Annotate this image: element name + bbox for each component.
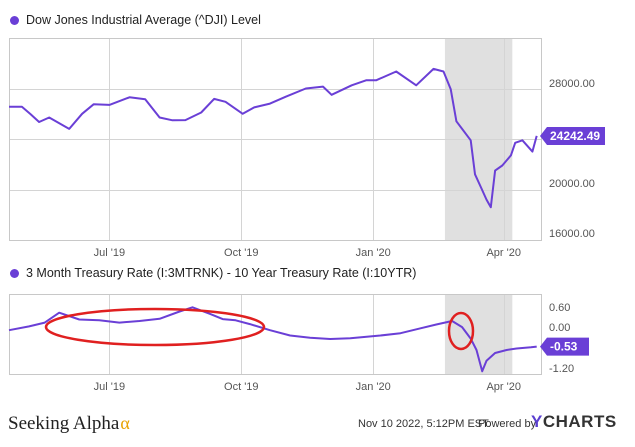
spread-y-tick-label: -1.20 [549, 363, 574, 375]
legend-dji: Dow Jones Industrial Average (^DJI) Leve… [10, 13, 261, 27]
ycharts-logo: YCHARTS [531, 412, 617, 432]
dji-y-tick-label: 16000.00 [549, 228, 595, 240]
dji-x-tick-label: Jan '20 [356, 247, 391, 259]
dji-x-tick-label: Oct '19 [224, 247, 259, 259]
dji-x-tick-label: Apr '20 [486, 247, 521, 259]
spread-x-tick-label: Jan '20 [356, 381, 391, 393]
legend-dji-label: Dow Jones Industrial Average (^DJI) Leve… [26, 13, 261, 27]
spread-last-value-label: -0.53 [550, 340, 578, 354]
legend-spread-label: 3 Month Treasury Rate (I:3MTRNK) - 10 Ye… [26, 266, 417, 280]
spread-x-tick-label: Oct '19 [224, 381, 259, 393]
timestamp: Nov 10 2022, 5:12PM EST. [358, 418, 491, 430]
legend-dji-marker [10, 15, 19, 25]
annotation-ellipse-2020 [447, 311, 475, 351]
ycharts-rest: CHARTS [542, 412, 617, 431]
legend-spread-marker [10, 268, 19, 278]
dji-last-value-tag [540, 126, 605, 145]
spread-x-tick-label: Apr '20 [486, 381, 521, 393]
dji-last-value-label: 24242.49 [550, 129, 600, 143]
spread-series-line [8, 306, 537, 373]
powered-by-label: Powered by [478, 418, 537, 430]
spread-last-value-tag [540, 337, 589, 356]
spread-shaded-period [444, 294, 513, 374]
dji-x-tick-label: Jul '19 [94, 247, 125, 259]
dji-series-line [9, 67, 538, 209]
ycharts-y: Y [531, 412, 543, 431]
annotation-ellipse-2019 [44, 307, 266, 347]
spread-y-tick-label: 0.60 [549, 302, 570, 314]
alpha-icon: α [120, 413, 130, 433]
spread-y-tick-label: 0.00 [549, 322, 570, 334]
dji-y-tick-label: 28000.00 [549, 78, 595, 90]
dji-plot-frame [9, 38, 542, 241]
brand-text: Seeking Alpha [8, 413, 120, 434]
dji-y-tick-label: 20000.00 [549, 178, 595, 190]
legend-spread: 3 Month Treasury Rate (I:3MTRNK) - 10 Ye… [10, 266, 416, 280]
spread-plot-frame [9, 294, 542, 375]
seeking-alpha-logo: Seeking Alphaα [8, 413, 130, 435]
spread-x-tick-label: Jul '19 [94, 381, 125, 393]
